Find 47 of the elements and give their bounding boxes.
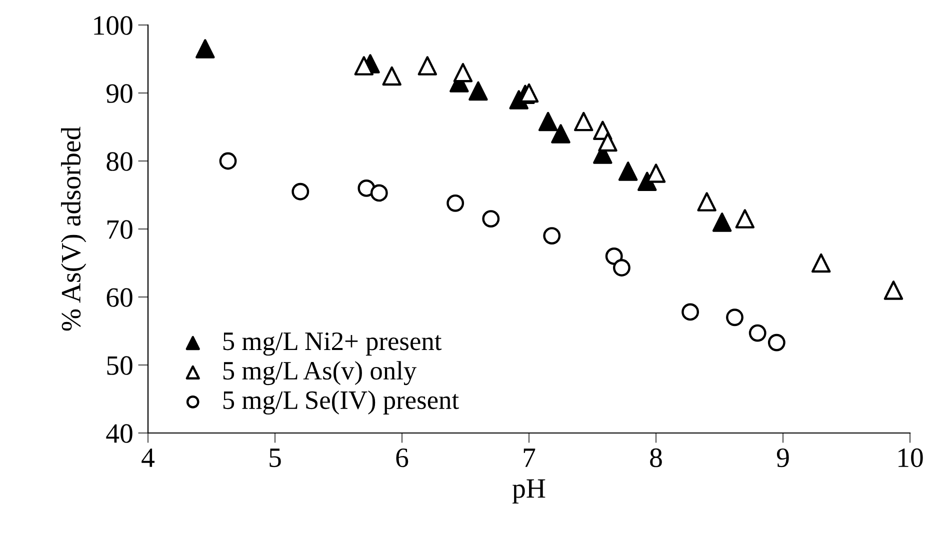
point	[618, 162, 638, 181]
point	[354, 56, 374, 76]
point	[574, 112, 594, 132]
point	[196, 39, 215, 58]
point	[543, 227, 561, 245]
x-tick-label: 10	[898, 448, 923, 468]
y-tick-label: 40	[106, 424, 132, 443]
point	[726, 308, 744, 326]
point	[453, 62, 473, 82]
x-tick-label: 6	[396, 448, 408, 468]
x-tick-label: 9	[776, 448, 789, 468]
y-tick-label: 50	[107, 356, 132, 375]
point	[605, 247, 623, 265]
point	[811, 253, 831, 273]
legend-label: 5 mg/L Ni2+ present	[223, 332, 442, 356]
point	[598, 132, 618, 152]
point	[538, 112, 558, 132]
point	[370, 184, 388, 202]
x-tick-label: 4	[142, 448, 155, 467]
legend-label: 5 mg/L Se(IV) present	[223, 390, 459, 415]
point	[219, 152, 237, 170]
point	[468, 81, 488, 101]
point	[551, 124, 570, 144]
point	[482, 210, 500, 228]
y-tick-label: 70	[107, 220, 132, 239]
x-axis-title: pH	[512, 479, 546, 504]
point	[418, 56, 438, 76]
point	[612, 259, 630, 276]
point	[292, 182, 310, 200]
y-tick-label: 60	[106, 288, 132, 307]
y-tick-label: 100	[94, 16, 132, 35]
y-tick-label: 90	[106, 84, 132, 103]
x-tick-label: 5	[270, 448, 281, 468]
y-axis-title: % As(V) adsorbed	[61, 126, 86, 331]
point	[382, 66, 402, 86]
legend-label: 5 mg/L As(v) only	[223, 361, 417, 386]
point	[697, 192, 716, 212]
point	[768, 334, 786, 352]
point	[748, 324, 766, 342]
point	[712, 212, 732, 232]
point	[884, 280, 904, 300]
point	[735, 209, 755, 228]
x-tick-label: 7	[524, 448, 536, 467]
x-tick-label: 8	[650, 448, 662, 468]
y-tick-label: 80	[106, 152, 132, 171]
point	[682, 303, 700, 321]
point	[446, 194, 464, 212]
